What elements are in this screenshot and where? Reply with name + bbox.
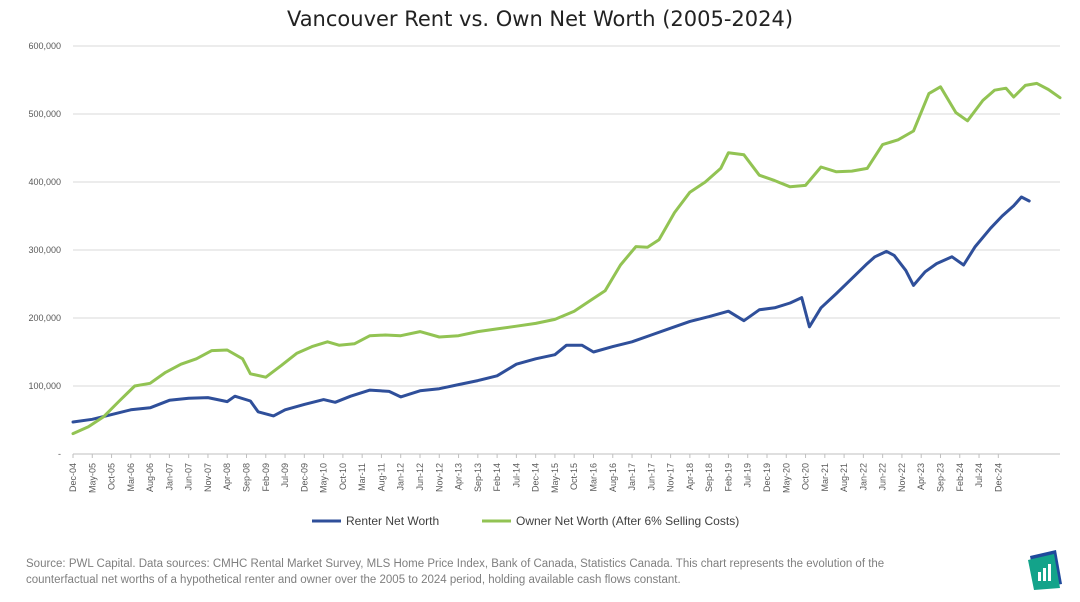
x-tick-label: Jan-07 (164, 463, 174, 491)
chart-title: Vancouver Rent vs. Own Net Worth (2005-2… (287, 7, 793, 31)
x-tick-label: Sep-23 (935, 463, 945, 492)
x-tick-label: Aug-16 (608, 463, 618, 492)
x-tick-label: Mar-16 (588, 463, 598, 492)
y-tick-label: 200,000 (28, 313, 61, 323)
x-tick-label: Feb-19 (723, 463, 733, 492)
series-lines (71, 81, 1062, 436)
x-tick-label: Apr-08 (222, 463, 232, 490)
y-tick-label: 100,000 (28, 381, 61, 391)
y-tick-label: 600,000 (28, 41, 61, 51)
x-tick-label: Jun-12 (415, 463, 425, 491)
x-tick-label: Apr-23 (916, 463, 926, 490)
x-tick-label: Oct-05 (107, 463, 117, 490)
x-tick-label: May-05 (87, 463, 97, 493)
x-tick-label: May-20 (781, 463, 791, 493)
x-tick-label: Sep-18 (704, 463, 714, 492)
x-tick-label: Dec-24 (993, 463, 1003, 492)
x-tick-label: Sep-08 (241, 463, 251, 492)
legend-label-renter[interactable]: Renter Net Worth (346, 514, 439, 528)
x-tick-label: Feb-24 (955, 463, 965, 492)
chart: Vancouver Rent vs. Own Net Worth (2005-2… (28, 7, 1062, 528)
x-tick-label: Jul-19 (743, 463, 753, 488)
x-tick-label: Aug-11 (376, 463, 386, 491)
x-tick-label: Oct-15 (569, 463, 579, 490)
x-tick-label: Oct-20 (801, 463, 811, 490)
x-tick-label: Jan-12 (396, 463, 406, 491)
x-tick-label: May-10 (319, 463, 329, 493)
y-tick-label: 500,000 (28, 109, 61, 119)
x-tick-label: Nov-07 (203, 463, 213, 492)
x-tick-label: Jan-22 (858, 463, 868, 491)
x-tick-label: Dec-09 (299, 463, 309, 492)
x-tick-label: Apr-18 (685, 463, 695, 490)
gridlines (73, 45, 1060, 387)
x-tick-label: Jul-14 (511, 463, 521, 488)
legend-label-owner[interactable]: Owner Net Worth (After 6% Selling Costs) (516, 514, 739, 528)
x-tick-label: Mar-21 (820, 463, 830, 492)
x-tick-label: Aug-06 (145, 463, 155, 492)
y-tick-label: 400,000 (28, 177, 61, 187)
x-tick-label: Sep-13 (473, 463, 483, 492)
renter-net-worth-line[interactable] (71, 195, 1031, 424)
x-tick-label: Mar-11 (357, 463, 367, 491)
x-tick-label: Jun-17 (646, 463, 656, 491)
x-tick-label: May-15 (550, 463, 560, 493)
x-tick-label: Oct-10 (338, 463, 348, 490)
y-tick-label: 300,000 (28, 245, 61, 255)
x-tick-label: Nov-22 (897, 463, 907, 492)
x-tick-label: Nov-12 (434, 463, 444, 492)
x-tick-label: Dec-14 (531, 463, 541, 492)
x-tick-label: Dec-19 (762, 463, 772, 492)
x-tick-label: Feb-14 (492, 463, 502, 492)
x-tick-label: Jan-17 (627, 463, 637, 491)
pwl-capital-logo-icon (1028, 550, 1062, 590)
x-tick-label: Jun-22 (878, 463, 888, 491)
x-tick-label: Apr-13 (454, 463, 464, 490)
y-tick-label: - (58, 449, 61, 459)
source-note: Source: PWL Capital. Data sources: CMHC … (26, 558, 885, 586)
legend: Renter Net Worth Owner Net Worth (After … (312, 514, 739, 528)
owner-net-worth-line[interactable] (71, 81, 1062, 436)
x-tick-label: Feb-09 (261, 463, 271, 492)
x-tick-label: Nov-17 (666, 463, 676, 492)
x-tick-label: Aug-21 (839, 463, 849, 492)
x-tick-label: Jun-07 (184, 463, 194, 491)
x-tick-label: Jul-09 (280, 463, 290, 488)
x-axis: Dec-04 May-05 Oct-05 Mar-06 Aug-06 Jan-07 Jun-… (68, 453, 1060, 493)
y-axis-ticks: - 100,000 200,000 300,000 400,000 500,000 600,… (28, 41, 61, 459)
x-tick-label: Dec-04 (68, 463, 78, 492)
x-tick-label: Jul-24 (974, 463, 984, 488)
x-tick-label: Mar-06 (126, 463, 136, 492)
